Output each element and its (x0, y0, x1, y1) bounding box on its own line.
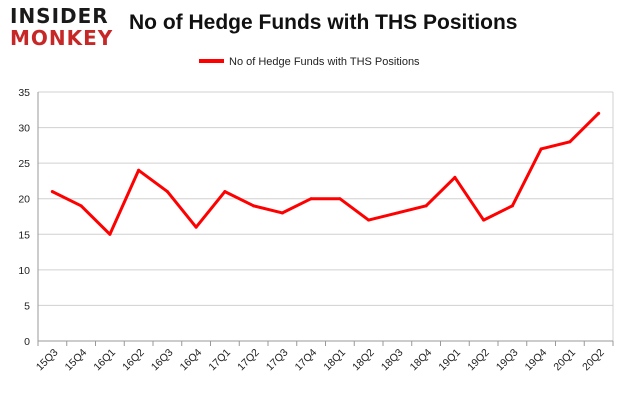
x-tick-label: 16Q2 (120, 347, 147, 374)
legend-label: No of Hedge Funds with THS Positions (229, 56, 420, 68)
y-axis-ticks: 0 5 10 15 20 25 30 35 (18, 87, 30, 348)
legend: No of Hedge Funds with THS Positions (199, 56, 420, 68)
x-tick-label: 18Q2 (350, 347, 377, 374)
series-layer (50, 111, 601, 236)
data-point (50, 190, 54, 194)
data-point (194, 225, 198, 229)
x-tick-label: 16Q4 (178, 347, 205, 374)
data-point (539, 147, 543, 151)
y-tick-label: 20 (18, 194, 30, 206)
x-tick-label: 17Q1 (206, 347, 233, 374)
x-tick-label: 20Q2 (580, 347, 607, 374)
data-point (108, 232, 112, 236)
data-point (568, 140, 572, 144)
x-tick-label: 18Q4 (408, 347, 435, 374)
data-point (309, 197, 313, 201)
logo-word-insider: INSIDER (10, 4, 109, 28)
axes (37, 92, 613, 342)
y-tick-label: 10 (18, 265, 30, 277)
y-tick-label: 15 (18, 229, 30, 241)
data-point (280, 211, 284, 215)
x-tick-label: 17Q3 (264, 347, 291, 374)
data-point (395, 211, 399, 215)
data-point (79, 204, 83, 208)
data-point (252, 204, 256, 208)
x-tick-label: 16Q3 (149, 347, 176, 374)
x-tick-label: 17Q4 (293, 347, 320, 374)
x-tick-label: 19Q2 (465, 347, 492, 374)
y-tick-label: 35 (18, 87, 30, 99)
data-point (338, 197, 342, 201)
x-tick-label: 18Q1 (321, 347, 348, 374)
data-point (597, 111, 601, 115)
y-tick-label: 25 (18, 158, 30, 170)
series-line (50, 111, 601, 236)
y-tick-label: 0 (24, 336, 30, 348)
x-tick-label: 15Q3 (34, 347, 61, 374)
chart-title: No of Hedge Funds with THS Positions (129, 11, 518, 34)
data-point (453, 175, 457, 179)
insider-monkey-logo: INSIDER MONKEY (10, 6, 120, 52)
data-point (424, 204, 428, 208)
x-tick-label: 19Q3 (494, 347, 521, 374)
data-point (482, 218, 486, 222)
x-tick-label: 19Q1 (436, 347, 463, 374)
data-point (223, 190, 227, 194)
x-axis-ticks: 15Q3 15Q4 16Q1 16Q2 16Q3 16Q4 17Q1 17Q2 17Q3 17Q4… (34, 341, 614, 374)
logo-word-monkey: MONKEY (10, 26, 114, 50)
x-tick-label: 19Q4 (523, 347, 550, 374)
x-tick-label: 20Q1 (551, 347, 578, 374)
y-tick-label: 5 (24, 300, 30, 312)
data-point (137, 168, 141, 172)
data-point (510, 204, 514, 208)
x-tick-label: 17Q2 (235, 347, 262, 374)
x-tick-label: 16Q1 (91, 347, 118, 374)
x-tick-label: 18Q3 (379, 347, 406, 374)
x-tick-label: 15Q4 (63, 347, 90, 374)
data-point (367, 218, 371, 222)
y-tick-label: 30 (18, 123, 30, 135)
grid-lines (38, 91, 614, 341)
data-point (165, 190, 169, 194)
